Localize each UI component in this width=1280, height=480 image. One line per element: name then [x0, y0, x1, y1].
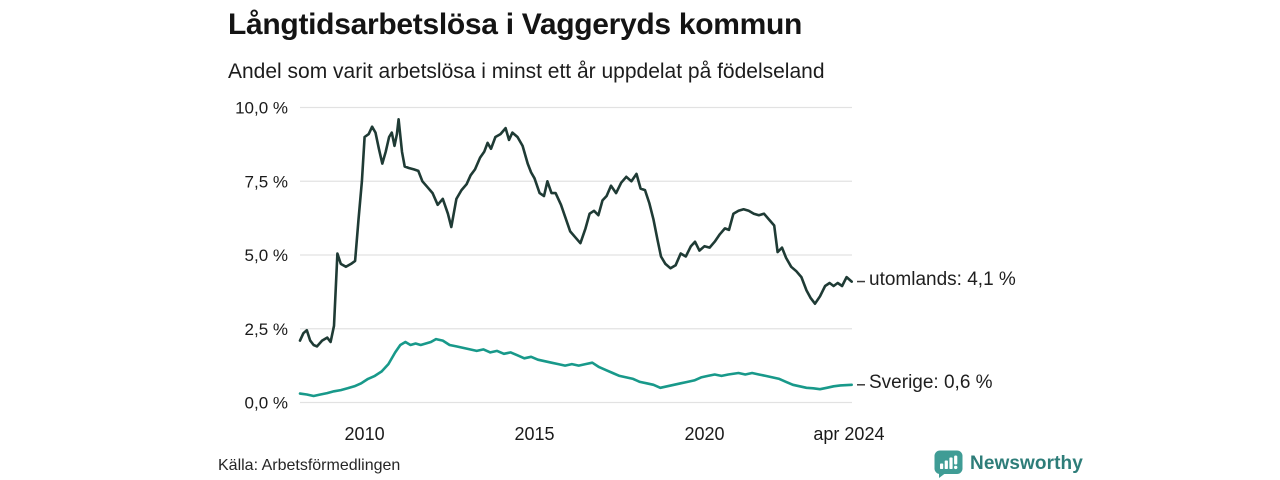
y-tick-label: 0,0 % — [245, 394, 288, 413]
y-tick-label: 2,5 % — [245, 320, 288, 339]
newsworthy-logo: Newsworthy — [934, 450, 1083, 478]
series-lines — [298, 118, 865, 398]
y-tick-label: 10,0 % — [235, 99, 288, 118]
x-axis-tick-labels: 2010 2015 2020 apr 2024 — [345, 424, 885, 444]
newsworthy-logo-icon — [934, 450, 963, 478]
source-note: Källa: Arbetsförmedlingen — [218, 457, 401, 474]
line-sverige — [298, 337, 854, 398]
series-end-label-utomlands: utomlands: 4,1 % — [869, 268, 1016, 290]
brand-name: Newsworthy — [970, 453, 1083, 474]
x-tick-label: apr 2024 — [813, 424, 884, 444]
gridlines — [300, 106, 852, 404]
y-axis-tick-labels: 0,0 % 2,5 % 5,0 % 7,5 % 10,0 % — [235, 99, 288, 413]
series-end-label-sverige: Sverige: 0,6 % — [869, 371, 993, 393]
page-title: Långtidsarbetslösa i Vaggeryds kommun — [228, 8, 803, 41]
x-tick-label: 2010 — [345, 424, 385, 444]
y-tick-label: 7,5 % — [245, 172, 288, 191]
x-tick-label: 2020 — [684, 424, 724, 444]
line-utomlands — [298, 118, 854, 348]
x-tick-label: 2015 — [515, 424, 555, 444]
chart-subtitle: Andel som varit arbetslösa i minst ett å… — [228, 60, 825, 83]
y-tick-label: 5,0 % — [245, 246, 288, 265]
